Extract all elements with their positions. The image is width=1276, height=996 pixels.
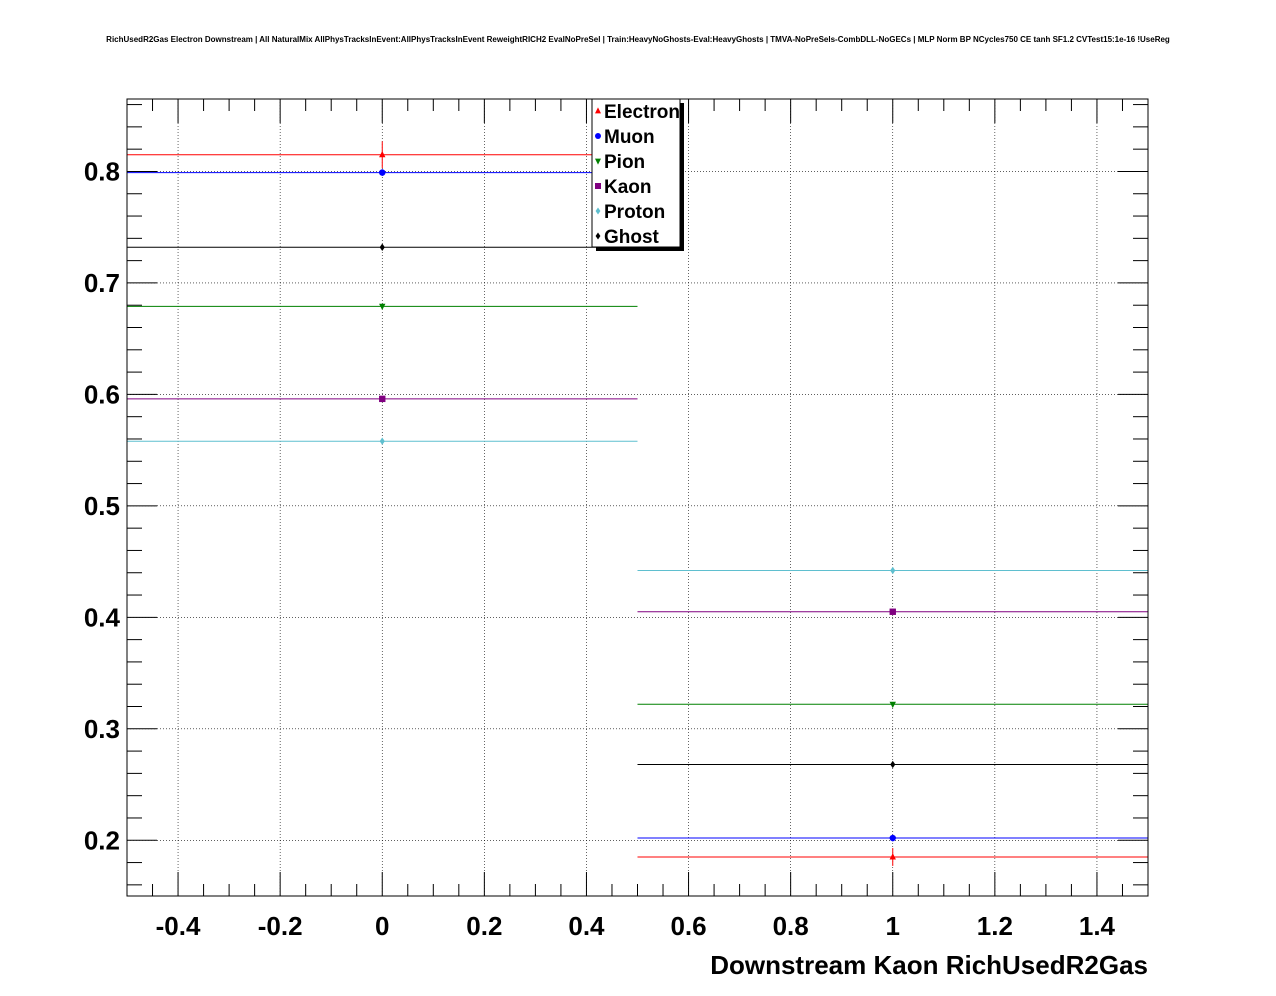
data-marker — [595, 133, 601, 139]
data-points — [127, 141, 1148, 866]
x-tick-label: 1 — [886, 911, 900, 941]
y-tick-label: 0.3 — [84, 714, 120, 744]
data-marker — [595, 183, 601, 189]
x-tick-label: -0.2 — [258, 911, 303, 941]
data-marker — [379, 303, 386, 311]
data-marker — [379, 243, 385, 251]
legend-entry-label: Pion — [604, 152, 645, 173]
y-tick-label: 0.6 — [84, 379, 120, 409]
x-tick-label: 1.4 — [1079, 911, 1116, 941]
data-marker — [890, 566, 896, 575]
x-tick-label: 0.2 — [466, 911, 502, 941]
data-marker — [889, 701, 896, 709]
legend-entry-label: Electron — [604, 102, 680, 123]
legend-box — [591, 98, 681, 248]
y-tick-label: 0.4 — [84, 602, 121, 632]
y-tick-label: 0.8 — [84, 156, 120, 186]
data-marker — [890, 760, 896, 769]
x-tick-label: 0 — [375, 911, 389, 941]
y-tick-label: 0.2 — [84, 825, 120, 855]
x-tick-label: 0.4 — [568, 911, 605, 941]
data-marker — [889, 834, 896, 842]
legend: Electron Muon Pion Kaon Proton Ghost — [591, 98, 684, 251]
data-marker — [595, 232, 601, 240]
data-marker — [595, 107, 601, 114]
data-marker — [889, 608, 896, 615]
chart-title: RichUsedR2Gas Electron Downstream | All … — [106, 35, 1170, 44]
axis-ticks — [126, 99, 1149, 896]
tick-labels: -0.4 -0.2 0 0.2 0.4 0.6 0.8 1 1.2 1.4 0.2 0.3 0.4 0.5… — [84, 156, 1116, 941]
x-tick-label: 0.6 — [670, 911, 706, 941]
legend-entry-label: Ghost — [604, 227, 660, 248]
y-tick-label: 0.7 — [84, 268, 120, 298]
legend-entry-label: Proton — [604, 202, 665, 223]
legend-entry-label: Kaon — [604, 177, 652, 198]
y-tick-label: 0.5 — [84, 491, 120, 521]
x-tick-label: -0.4 — [156, 911, 201, 941]
data-marker — [595, 158, 601, 165]
data-marker — [379, 395, 386, 403]
legend-entry-label: Muon — [604, 127, 655, 148]
data-marker — [379, 437, 385, 445]
x-axis-label: Downstream Kaon RichUsedR2Gas — [710, 950, 1148, 980]
data-marker — [889, 853, 896, 860]
data-marker — [379, 150, 386, 158]
x-tick-label: 0.8 — [773, 911, 809, 941]
data-marker — [595, 207, 601, 215]
x-tick-label: 1.2 — [977, 911, 1013, 941]
data-marker — [379, 169, 386, 176]
